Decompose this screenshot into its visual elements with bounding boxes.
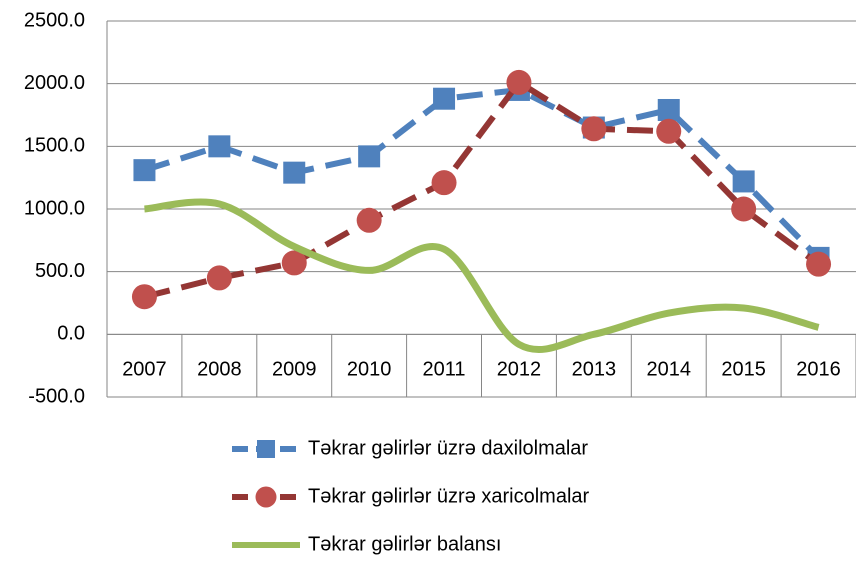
- marker: [283, 161, 306, 184]
- marker: [731, 196, 757, 222]
- x-tick-label: 2014: [647, 359, 692, 381]
- y-tick-label: 2000.0: [24, 72, 85, 94]
- y-tick-label: -500.0: [28, 385, 85, 407]
- series-line: [143, 79, 821, 300]
- marker: [431, 170, 457, 196]
- legend-label: Təkrar gəlirlər üzrə xaricolmalar: [308, 485, 590, 507]
- x-tick-label: 2011: [423, 359, 466, 381]
- marker: [581, 116, 607, 142]
- x-tick-label: 2016: [796, 359, 841, 381]
- legend-label: Təkrar gəlirlər balansı: [308, 533, 501, 555]
- x-tick-label: 2015: [721, 359, 766, 381]
- marker: [657, 98, 680, 121]
- marker: [732, 170, 755, 193]
- x-tick-label: 2012: [497, 359, 542, 381]
- x-tick-label: 2007: [122, 359, 167, 381]
- x-tick-label: 2013: [572, 359, 617, 381]
- marker: [208, 135, 231, 158]
- marker: [806, 251, 832, 277]
- marker: [131, 284, 157, 310]
- marker: [281, 250, 307, 276]
- x-tick-label: 2008: [197, 359, 242, 381]
- series-line: [144, 198, 820, 353]
- y-tick-label: 500.0: [35, 260, 85, 282]
- series-line: [143, 86, 821, 260]
- marker: [255, 486, 277, 508]
- x-tick-label: 2009: [272, 359, 317, 381]
- marker: [358, 145, 381, 168]
- marker: [356, 207, 382, 233]
- y-tick-label: 1500.0: [24, 135, 85, 157]
- y-tick-label: 0.0: [57, 323, 85, 345]
- y-tick-label: 1000.0: [24, 197, 85, 219]
- marker: [133, 159, 156, 182]
- marker: [656, 118, 682, 144]
- y-tick-label: 2500.0: [24, 9, 85, 31]
- marker: [257, 440, 275, 458]
- marker: [206, 265, 232, 291]
- x-tick-label: 2010: [347, 359, 392, 381]
- marker: [506, 69, 532, 95]
- marker: [433, 87, 456, 110]
- legend-label: Təkrar gəlirlər üzrə daxilolmalar: [308, 437, 588, 459]
